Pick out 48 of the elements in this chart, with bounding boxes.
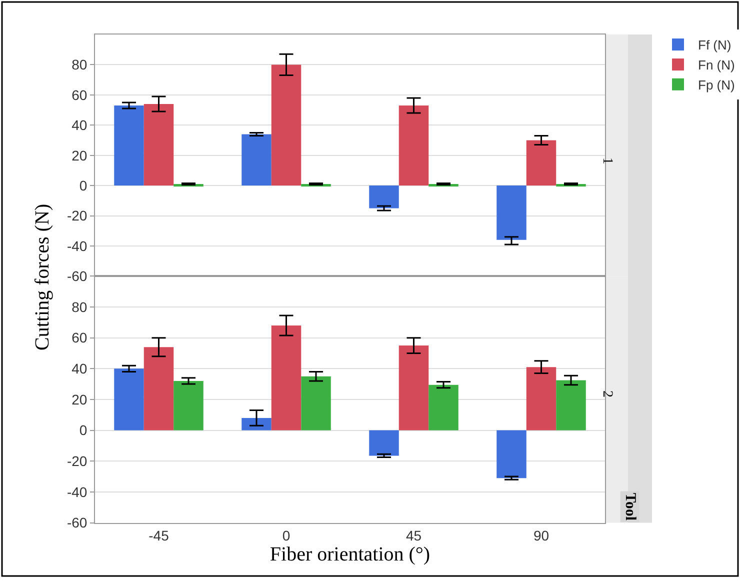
bar — [114, 368, 144, 430]
y-tick-label: -20 — [66, 453, 88, 470]
bar — [369, 430, 399, 456]
bar — [271, 325, 302, 430]
y-tick-label: 0 — [79, 177, 88, 194]
bar — [526, 140, 556, 186]
x-tick-label: 45 — [406, 528, 422, 544]
legend-label: Fn (N) — [698, 58, 735, 73]
y-axis-title: Cutting forces (N) — [32, 204, 54, 350]
y-tick-label: 60 — [72, 86, 88, 103]
y-tick-label: 80 — [72, 56, 88, 73]
bar — [242, 134, 272, 186]
bar — [496, 430, 526, 478]
bar — [526, 367, 556, 430]
y-tick-label: 0 — [79, 422, 88, 438]
bar — [428, 384, 458, 430]
y-tick-label: 60 — [72, 330, 88, 346]
y-tick-label: -60 — [66, 514, 88, 531]
x-axis-title: Fiber orientation (°) — [270, 544, 430, 566]
legend-label: Ff (N) — [698, 38, 732, 53]
y-tick-label: 20 — [72, 391, 88, 408]
y-tick-label: 40 — [72, 360, 88, 377]
annotation: 2 — [599, 390, 614, 398]
y-tick-label: -60 — [66, 268, 88, 284]
y-tick-label: -40 — [66, 484, 88, 500]
text: Tool — [622, 492, 638, 521]
y-tick-label: -20 — [66, 208, 88, 224]
y-tick-label: 40 — [72, 117, 88, 134]
bar — [144, 104, 174, 186]
bar — [242, 418, 272, 430]
bar — [496, 186, 526, 240]
bar — [301, 376, 331, 430]
bar — [114, 106, 144, 186]
y-tick-label: -40 — [66, 238, 88, 254]
legend-label: Fp (N) — [698, 77, 735, 92]
bar — [174, 380, 204, 430]
annotation: 1 — [599, 157, 614, 164]
bar — [398, 106, 429, 186]
y-tick-label: 80 — [72, 298, 88, 315]
y-tick-label: 20 — [72, 147, 88, 164]
bar — [271, 64, 302, 186]
bar — [369, 186, 399, 208]
x-tick-label: 90 — [533, 528, 550, 544]
bar — [144, 347, 174, 430]
x-tick-label: -45 — [148, 528, 170, 544]
bar — [398, 346, 429, 430]
x-tick-label: 0 — [282, 528, 290, 544]
bar — [556, 380, 586, 430]
